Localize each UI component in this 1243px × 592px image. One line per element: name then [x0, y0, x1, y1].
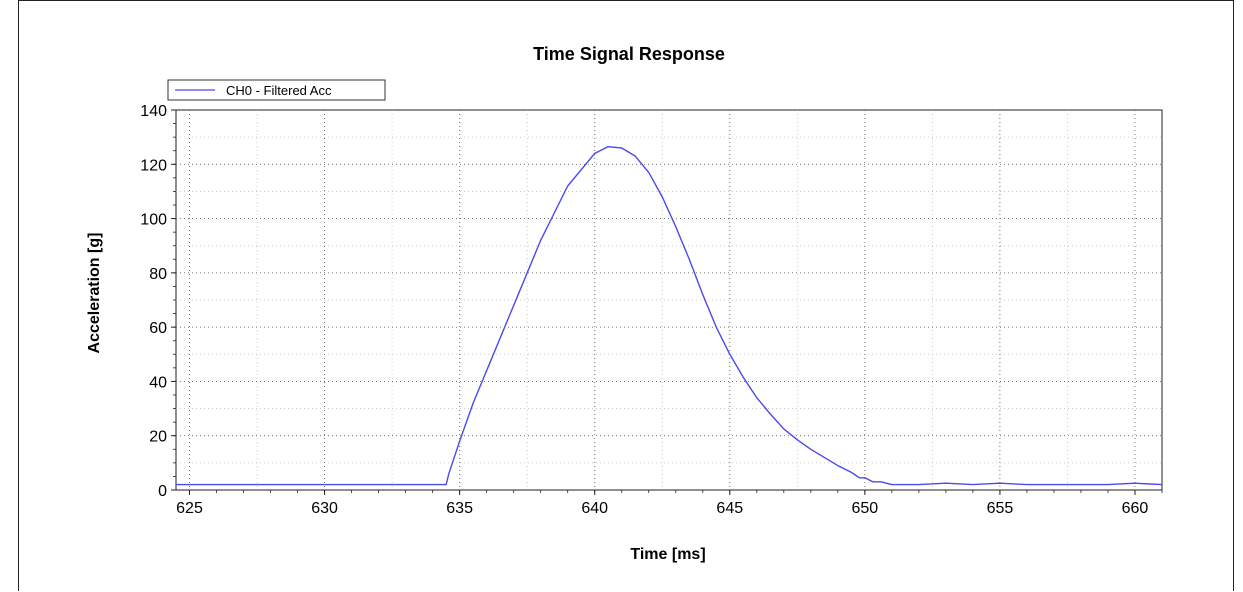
x-axis-label: Time [ms]: [630, 546, 705, 563]
y-tick-label: 20: [149, 429, 167, 446]
x-tick-label: 655: [987, 500, 1014, 517]
x-tick-label: 640: [581, 500, 608, 517]
y-tick-label: 60: [149, 320, 167, 337]
chart-title: Time Signal Response: [533, 44, 725, 64]
chart-frame: Time Signal Response 625 630 635 640 645 650 6…: [18, 0, 1234, 591]
y-axis-label: Acceleration [g]: [86, 233, 103, 354]
series-line-ch0: [176, 145, 1163, 486]
y-tick-label: 80: [149, 266, 167, 283]
x-tick-label: 635: [446, 500, 473, 517]
legend-label: CH0 - Filtered Acc: [226, 83, 332, 98]
x-tick-label: 645: [716, 500, 743, 517]
x-tick-label: 630: [311, 500, 338, 517]
chart-svg: Time Signal Response 625 630 635 640 645 650 6…: [86, 44, 1163, 563]
y-tick-label: 100: [140, 212, 167, 229]
y-tick-label: 120: [140, 157, 167, 174]
grid-lines: [176, 110, 1162, 490]
y-tick-label: 0: [158, 483, 167, 500]
legend: CH0 - Filtered Acc: [167, 79, 386, 101]
x-tick-label: 660: [1122, 500, 1149, 517]
legend-box: [167, 79, 386, 101]
y-tick-label: 140: [140, 103, 167, 120]
x-tick-label: 650: [851, 500, 878, 517]
x-tick-label: 625: [176, 500, 203, 517]
y-tick-label: 40: [149, 374, 167, 391]
series-layer: [176, 145, 1163, 486]
axis-ticks: 625 630 635 640 645 650 655 660 0 20 40 60 80 100 120 1…: [140, 103, 1163, 517]
